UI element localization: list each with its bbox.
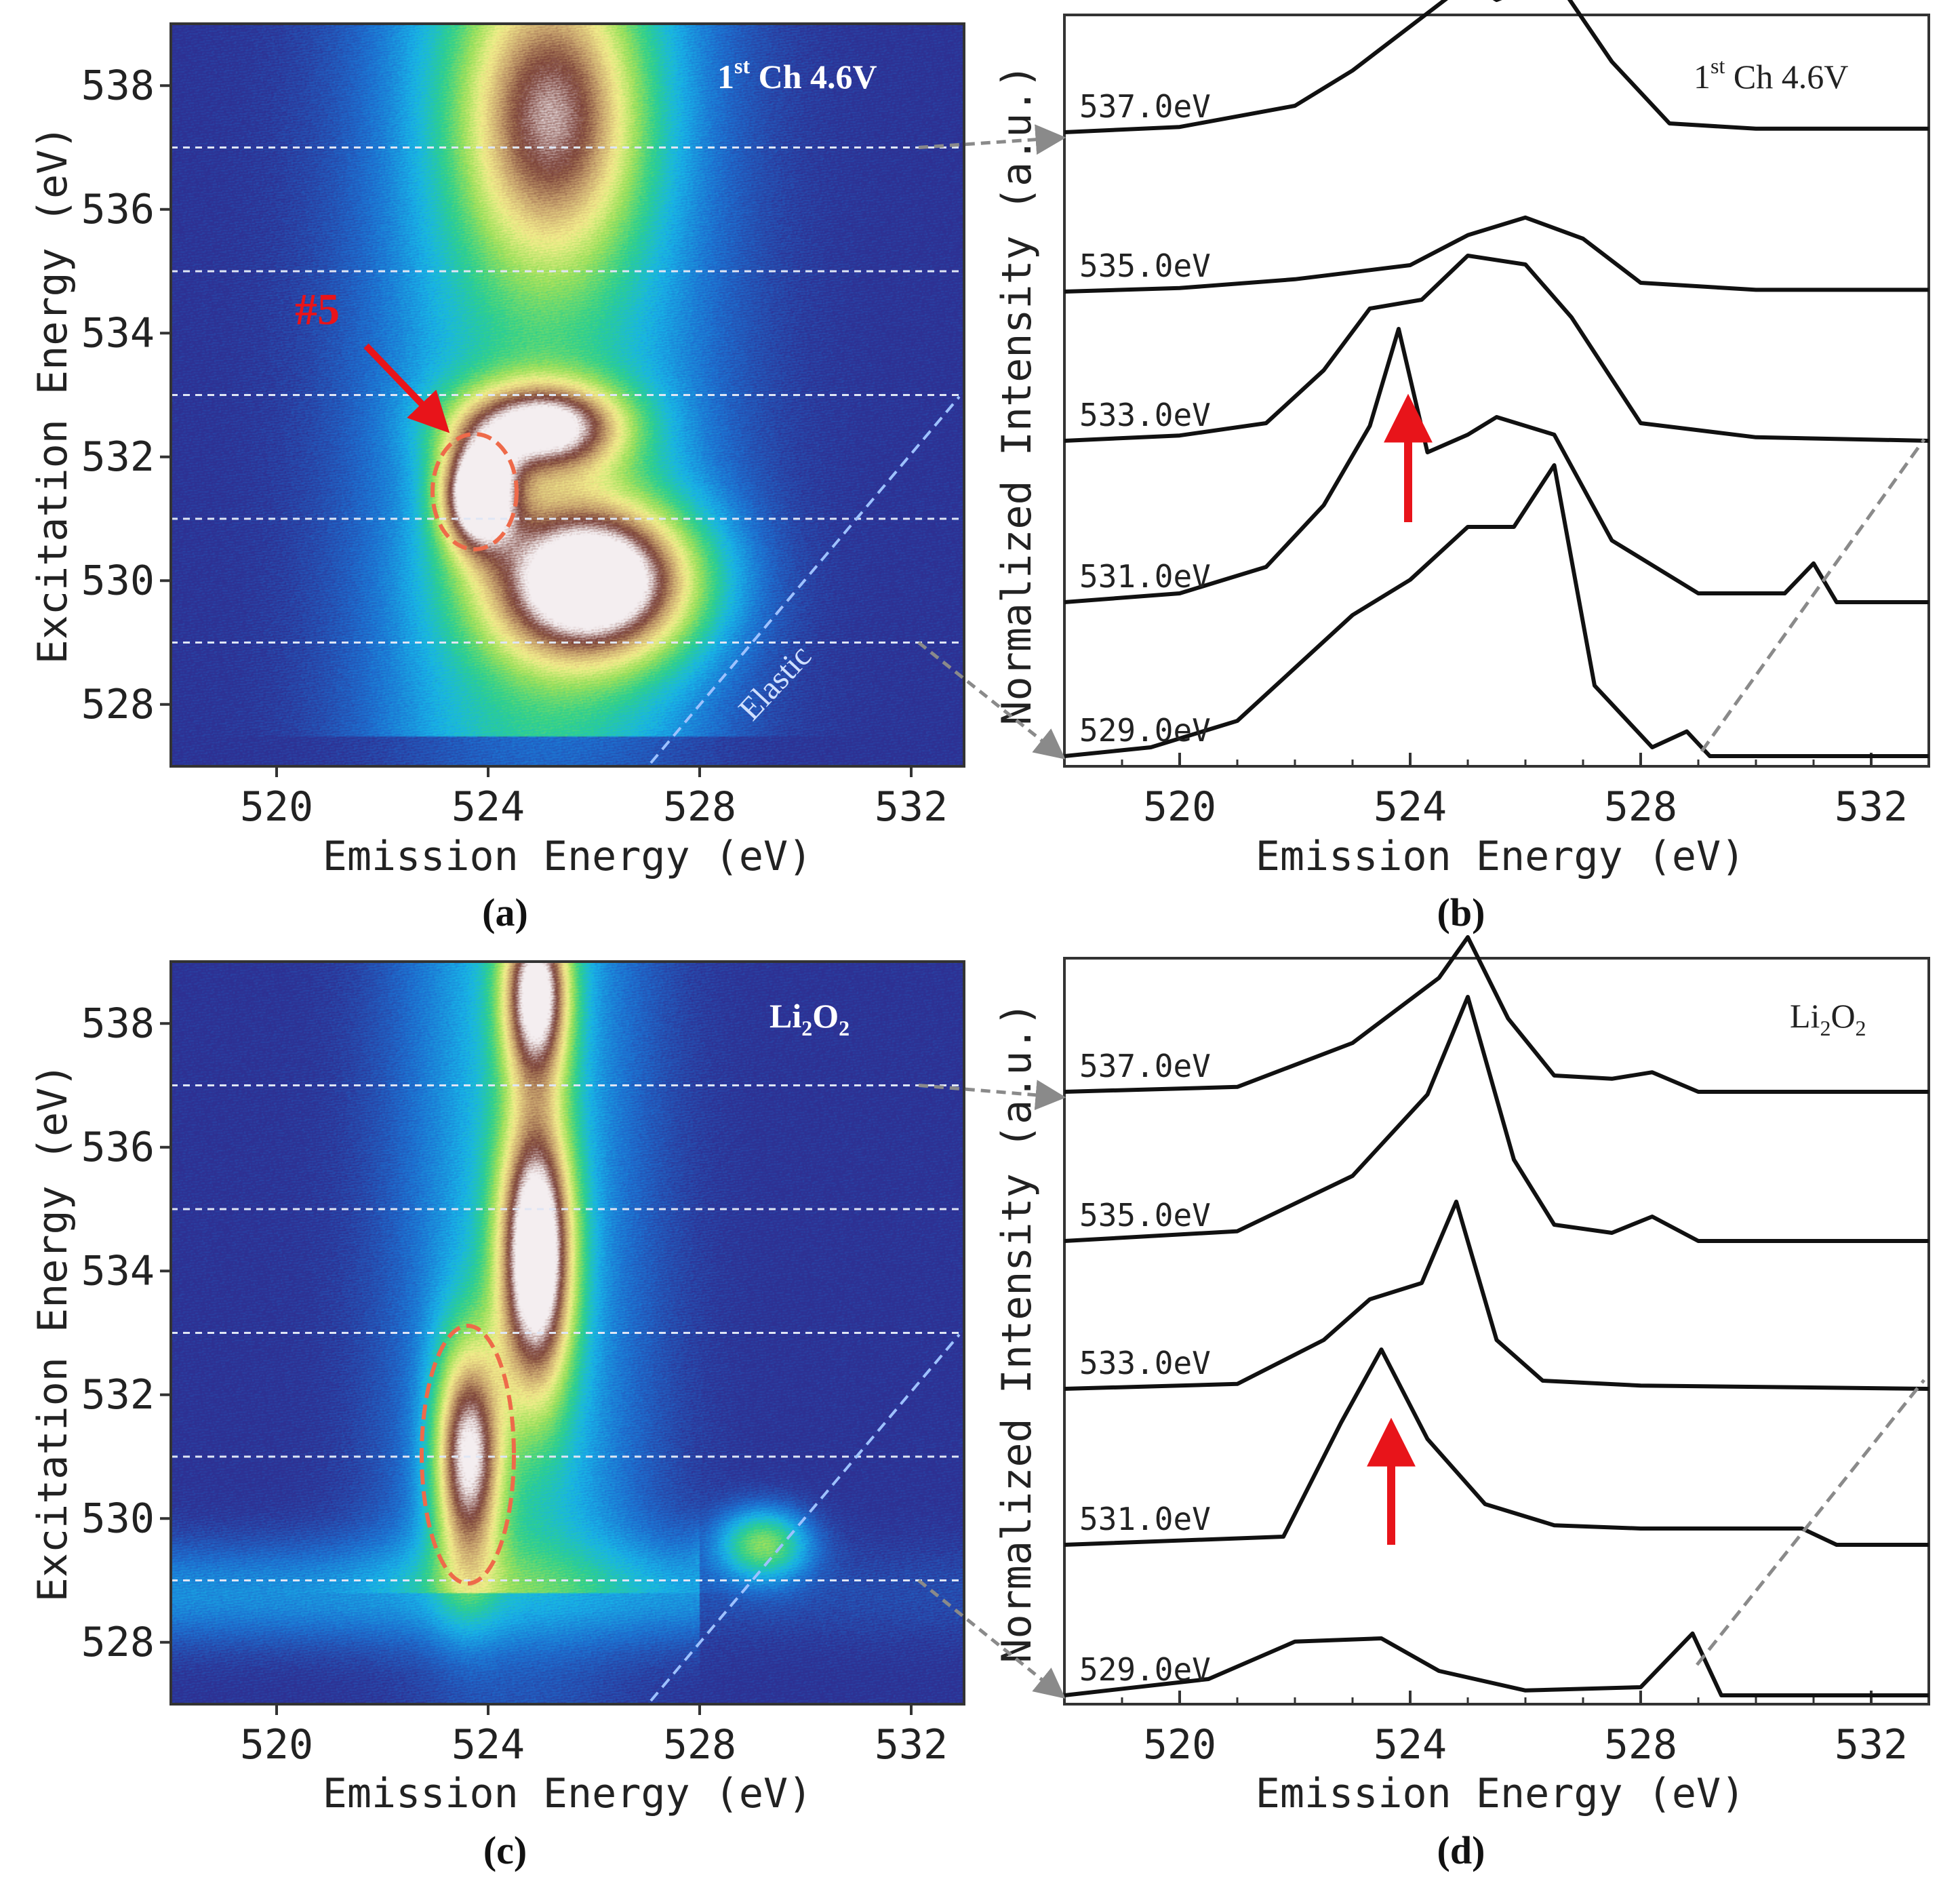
plot-frame-c bbox=[169, 960, 965, 1706]
series-b: 537.0eV 535.0eV 533.0eV 531.0eV 529.0eV bbox=[1064, 0, 1929, 758]
y-tick-label-a-3: 534 bbox=[81, 309, 155, 357]
x-tick-label-b-0: 520 bbox=[1143, 783, 1216, 831]
ticks-d: 520 524 528 532 bbox=[1063, 1691, 1930, 1769]
spectrum-b-1 bbox=[1064, 215, 1929, 294]
x-axis-label-c: Emission Energy (eV) bbox=[323, 1770, 812, 1817]
y-tick-label-c-4: 536 bbox=[81, 1124, 155, 1171]
y-axis-label-b: Normalized Intensity (a.u.) bbox=[993, 64, 1041, 725]
series-label-d-3: 531.0eV bbox=[1079, 1501, 1211, 1537]
series-label-b-4: 529.0eV bbox=[1079, 712, 1211, 749]
series-label-b-2: 533.0eV bbox=[1079, 397, 1211, 433]
x-tick-label-a-0: 520 bbox=[240, 783, 313, 831]
x-tick-label-c-2: 528 bbox=[663, 1721, 736, 1769]
connector-arrow-top-ab bbox=[918, 124, 1066, 155]
x-tick-label-a-1: 524 bbox=[452, 783, 525, 831]
x-tick-label-a-3: 532 bbox=[875, 783, 948, 831]
cut-lines-c bbox=[171, 1084, 964, 1581]
x-tick-label-a-2: 528 bbox=[663, 783, 736, 831]
caption-c: (c) bbox=[483, 1828, 527, 1872]
y-tick-label-a-4: 536 bbox=[81, 186, 155, 233]
plot-frame-a bbox=[169, 22, 965, 768]
cut-lines-a bbox=[171, 146, 964, 644]
spectrum-b-3 bbox=[1064, 327, 1929, 604]
ticks-c: 520 524 528 532 528 530 532 534 536 538 bbox=[81, 1000, 948, 1769]
y-tick-label-c-1: 530 bbox=[81, 1495, 155, 1542]
feature-ellipse-c bbox=[420, 1324, 516, 1585]
spectrum-b-0 bbox=[1064, 0, 1929, 134]
y-axis-label-d: Normalized Intensity (a.u.) bbox=[993, 1002, 1041, 1663]
series-d: 537.0eV 535.0eV 533.0eV 531.0eV 529.0eV bbox=[1064, 935, 1929, 1697]
series-label-d-1: 535.0eV bbox=[1079, 1197, 1211, 1234]
series-label-d-0: 537.0eV bbox=[1079, 1048, 1211, 1084]
plot-frame-d bbox=[1063, 957, 1930, 1706]
elastic-trace-d bbox=[1696, 1379, 1925, 1666]
y-tick-label-a-1: 530 bbox=[81, 557, 155, 604]
connector-arrow-top-cd bbox=[918, 1080, 1066, 1111]
series-label-b-1: 535.0eV bbox=[1079, 248, 1211, 284]
x-tick-label-c-1: 524 bbox=[452, 1721, 525, 1769]
x-tick-label-d-2: 528 bbox=[1604, 1721, 1677, 1769]
x-axis-label-a: Emission Energy (eV) bbox=[323, 833, 812, 880]
panel-c-title: Li2O2 bbox=[769, 997, 849, 1040]
y-tick-label-c-3: 534 bbox=[81, 1247, 155, 1295]
x-tick-label-b-3: 532 bbox=[1835, 783, 1908, 831]
panel-a-title: 1st Ch 4.6V bbox=[717, 54, 877, 96]
panel-d: 520 524 528 532 537.0eV 535.0eV 533.0eV 531.0e… bbox=[993, 935, 1930, 1872]
caption-d: (d) bbox=[1437, 1828, 1485, 1872]
feature-5-ellipse bbox=[431, 432, 519, 551]
feature-5-arrow bbox=[363, 343, 450, 433]
spectrum-d-1 bbox=[1064, 995, 1929, 1243]
x-tick-label-d-3: 532 bbox=[1835, 1721, 1908, 1769]
spectrum-d-0 bbox=[1064, 935, 1929, 1094]
spectrum-b-4 bbox=[1064, 463, 1929, 758]
x-axis-label-d: Emission Energy (eV) bbox=[1256, 1770, 1745, 1817]
spectrum-d-2 bbox=[1064, 1200, 1929, 1391]
elastic-line-c bbox=[649, 1333, 961, 1702]
panel-b: 520 524 528 532 537.0eV 535.0eV 533.0eV 531.0e… bbox=[993, 0, 1930, 934]
panel-d-title: Li2O2 bbox=[1790, 997, 1866, 1040]
series-label-d-4: 529.0eV bbox=[1079, 1651, 1211, 1688]
series-label-b-3: 531.0eV bbox=[1079, 558, 1211, 595]
x-tick-label-c-0: 520 bbox=[240, 1721, 313, 1769]
x-tick-label-d-0: 520 bbox=[1143, 1721, 1216, 1769]
y-tick-label-a-5: 538 bbox=[81, 62, 155, 109]
elastic-line-a bbox=[649, 395, 961, 764]
x-axis-label-b: Emission Energy (eV) bbox=[1256, 833, 1745, 880]
y-tick-label-a-0: 528 bbox=[81, 681, 155, 728]
plot-frame-b bbox=[1063, 14, 1930, 768]
x-tick-label-b-1: 524 bbox=[1374, 783, 1447, 831]
series-label-b-0: 537.0eV bbox=[1079, 88, 1211, 125]
y-tick-label-c-2: 532 bbox=[81, 1371, 155, 1419]
elastic-trace-b bbox=[1700, 438, 1926, 753]
panel-c: Li2O2 520 524 528 532 528 530 532 534 536 538 Emi… bbox=[29, 960, 965, 1872]
panel-b-title: 1st Ch 4.6V bbox=[1694, 54, 1848, 96]
y-axis-label-a: Excitation Energy (eV) bbox=[29, 125, 77, 665]
series-label-d-2: 533.0eV bbox=[1079, 1345, 1211, 1381]
x-tick-label-c-3: 532 bbox=[875, 1721, 948, 1769]
ticks-b: 520 524 528 532 bbox=[1063, 753, 1930, 831]
spectrum-d-3 bbox=[1064, 1347, 1929, 1547]
y-axis-label-c: Excitation Energy (eV) bbox=[29, 1063, 77, 1602]
panel-a: Elastic #5 1st Ch 4.6V 520 524 528 53252853… bbox=[29, 22, 965, 934]
spectrum-b-2 bbox=[1064, 254, 1929, 443]
x-tick-label-b-2: 528 bbox=[1604, 783, 1677, 831]
feature-5-label: #5 bbox=[295, 285, 340, 334]
spectrum-d-4 bbox=[1064, 1631, 1929, 1697]
caption-a: (a) bbox=[482, 890, 528, 934]
y-tick-label-a-2: 532 bbox=[81, 433, 155, 481]
ticks-a: 520 524 528 532 528 530 532 534 536 538 bbox=[81, 62, 948, 831]
connectors bbox=[917, 124, 1066, 1699]
caption-b: (b) bbox=[1437, 890, 1485, 934]
y-tick-label-c-0: 528 bbox=[81, 1619, 155, 1666]
y-tick-label-c-5: 538 bbox=[81, 1000, 155, 1047]
x-tick-label-d-1: 524 bbox=[1374, 1721, 1447, 1769]
